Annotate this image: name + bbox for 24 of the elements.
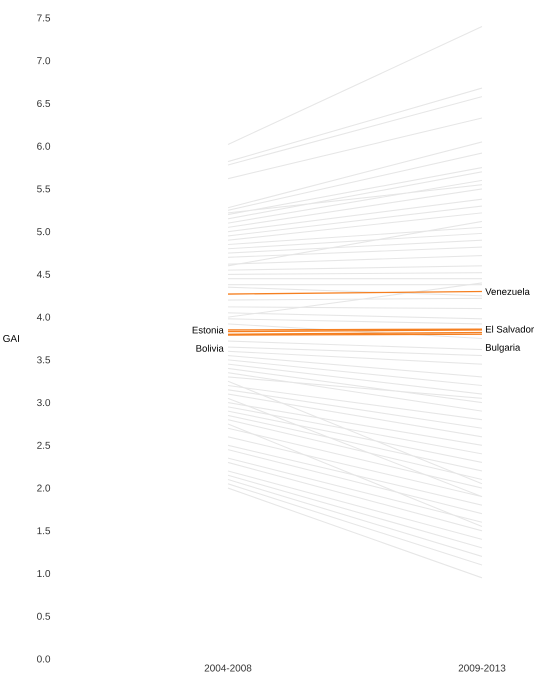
x-tick-label: 2009-2013 <box>458 664 506 672</box>
y-tick-label: 3.0 <box>37 399 50 406</box>
y-tick-label: 6.0 <box>37 142 50 150</box>
y-tick-label: 4.0 <box>36 314 50 321</box>
y-tick-label: 0.0 <box>37 655 50 663</box>
y-tick-label: 2.0 <box>37 484 50 492</box>
y-tick-label: 5.5 <box>37 185 50 192</box>
y-tick-label: 7.5 <box>37 14 50 22</box>
y-tick-label: 6.5 <box>37 100 50 107</box>
y-tick-label: 2.5 <box>37 442 50 449</box>
y-tick-label: 7.0 <box>37 57 50 64</box>
annotation: Bulgaria <box>486 344 520 353</box>
annotation: El Salvador <box>486 326 534 333</box>
y-tick-label: 1.5 <box>37 527 50 534</box>
y-tick-label: 3.5 <box>37 356 50 364</box>
y-tick-label: 0.5 <box>37 612 50 620</box>
annotation: Bolivia <box>196 344 224 352</box>
annotation: Venezuela <box>485 288 530 296</box>
x-tick-label: 2004-2008 <box>204 664 252 672</box>
y-tick-label: 4.5 <box>36 270 50 278</box>
y-tick-label: 1.0 <box>37 570 50 578</box>
y-axis-title: GAI <box>3 334 19 342</box>
y-tick-label: 5.0 <box>37 228 50 236</box>
annotation: Estonia <box>192 326 224 334</box>
